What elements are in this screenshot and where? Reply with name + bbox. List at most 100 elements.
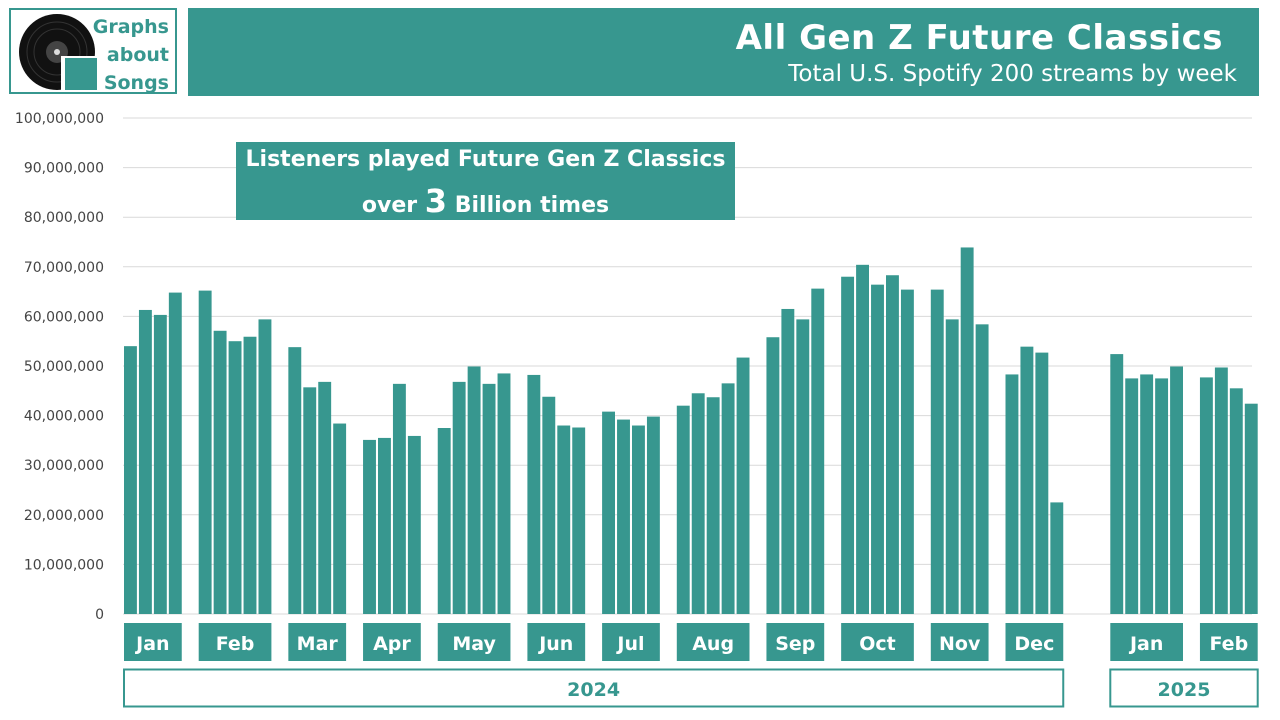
month-label-box (198, 623, 272, 661)
bar (781, 308, 795, 614)
bar (706, 397, 720, 614)
bar (378, 437, 391, 614)
month-label-box (1199, 623, 1258, 661)
month-label-box (841, 623, 914, 661)
month-label-box (288, 623, 347, 661)
annotation-pre: over (361, 193, 418, 218)
bar (243, 336, 257, 614)
bar (452, 381, 466, 614)
bar (1140, 374, 1154, 614)
annotation-number: 3 (424, 182, 448, 220)
bar (213, 330, 227, 614)
bar (796, 319, 810, 614)
month-label-box (676, 623, 750, 661)
bar (602, 411, 615, 614)
bar (527, 374, 541, 614)
month-label-box (1110, 623, 1183, 661)
y-tick-label: 50,000,000 (24, 359, 104, 375)
bar (467, 366, 481, 614)
y-tick-label: 60,000,000 (24, 309, 104, 325)
vinyl-record-icon (19, 14, 101, 92)
bar (1125, 378, 1139, 614)
bar (407, 435, 421, 614)
bar (497, 373, 511, 614)
bar (930, 289, 944, 614)
month-label-box (124, 623, 182, 661)
month-label: Jan (134, 633, 169, 655)
logo-line-2: about (106, 44, 169, 66)
bar (871, 284, 884, 614)
y-tick-label: 10,000,000 (24, 557, 104, 573)
bar (437, 428, 451, 614)
bar (1005, 374, 1019, 614)
bar (258, 319, 272, 614)
bar (721, 383, 735, 614)
month-label: May (452, 633, 496, 655)
bar (975, 324, 989, 614)
month-label: Feb (1209, 633, 1248, 655)
y-tick-label: 20,000,000 (24, 508, 104, 524)
y-tick-label: 90,000,000 (24, 161, 104, 177)
y-tick-label: 80,000,000 (24, 210, 104, 226)
bar (1199, 377, 1213, 614)
annotation-line-1: Listeners played Future Gen Z Classics (245, 147, 726, 172)
bar (303, 387, 317, 614)
logo-line-1: Graphs (92, 16, 169, 38)
year-label: 2025 (1158, 679, 1211, 701)
bar (811, 288, 825, 614)
bar (691, 393, 705, 614)
bar (153, 314, 167, 614)
chart-subtitle: Total U.S. Spotify 200 streams by week (788, 61, 1237, 87)
month-label: Jul (615, 633, 644, 655)
year-label-box (123, 668, 1065, 708)
y-tick-label: 30,000,000 (24, 458, 104, 474)
bar (1020, 346, 1034, 614)
bar (766, 337, 780, 614)
month-label-box (766, 623, 825, 661)
month-label: Sep (775, 633, 815, 655)
bar (288, 347, 302, 614)
month-label: Oct (859, 633, 896, 655)
year-label: 2024 (567, 679, 620, 701)
bar (1244, 403, 1258, 614)
bar (886, 275, 899, 614)
annotation-post: Billion times (454, 193, 610, 218)
header-banner: All Gen Z Future Classics Total U.S. Spo… (188, 8, 1259, 96)
bar (363, 439, 376, 614)
logo: Graphs about Songs (9, 8, 177, 94)
bar (1050, 502, 1064, 614)
bar (198, 290, 212, 614)
month-label: Dec (1014, 633, 1054, 655)
bar (1170, 366, 1183, 614)
bar (1155, 378, 1169, 614)
bar (318, 381, 332, 614)
bar (900, 289, 914, 614)
bar (168, 292, 182, 614)
bar (736, 357, 750, 614)
month-label-box (363, 623, 421, 661)
month-label: Jun (537, 633, 573, 655)
month-label-box (1005, 623, 1064, 661)
bar (1110, 354, 1124, 614)
bar (841, 276, 855, 614)
bar (617, 419, 630, 614)
month-label-box (437, 623, 511, 661)
bar (945, 319, 959, 614)
bar (632, 425, 645, 614)
bar (482, 383, 496, 614)
annotation-box: Listeners played Future Gen Z Classics o… (236, 142, 735, 220)
logo-text: Graphs about Songs (93, 13, 169, 97)
bar (856, 264, 869, 614)
month-label-box (602, 623, 660, 661)
bar (557, 425, 571, 614)
bar (392, 383, 406, 614)
month-label: Feb (216, 633, 255, 655)
month-label: Aug (692, 633, 734, 655)
bar (542, 396, 556, 614)
bar (960, 247, 974, 614)
month-label: Apr (373, 633, 411, 655)
bar (1229, 388, 1243, 614)
bar (124, 346, 137, 614)
y-tick-label: 100,000,000 (15, 111, 104, 127)
year-label-box (1109, 668, 1259, 708)
